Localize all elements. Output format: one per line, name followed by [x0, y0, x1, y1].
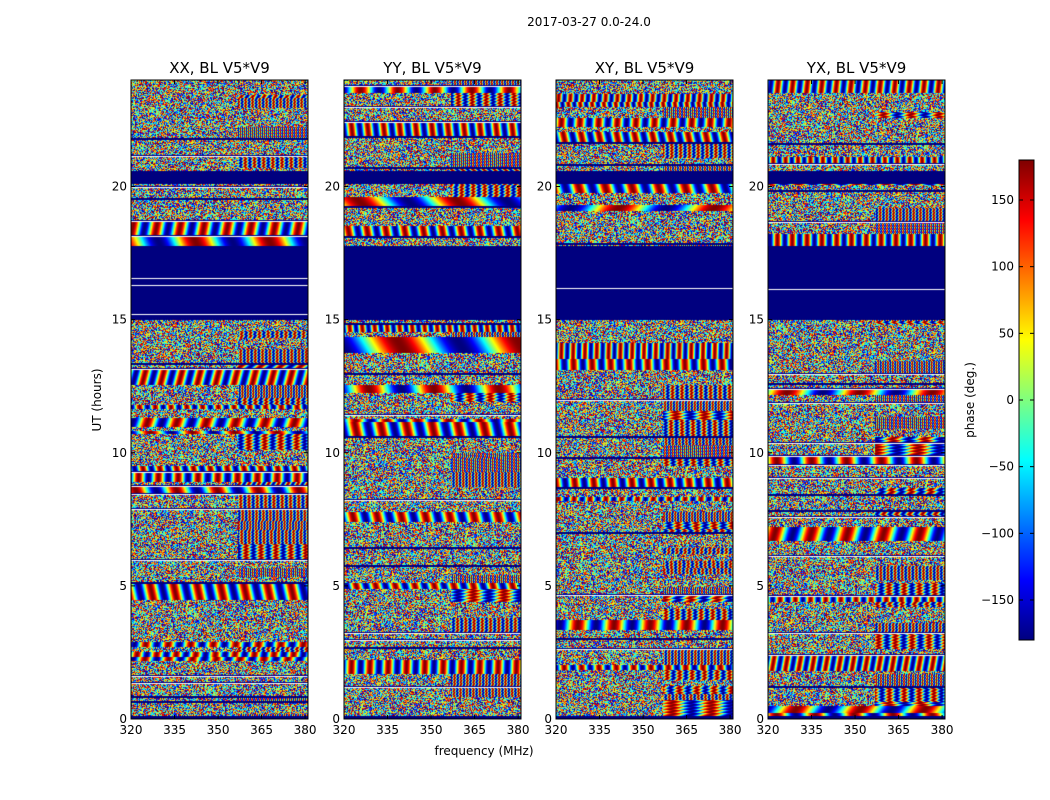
x-tick-label: 380	[294, 723, 317, 737]
colorbar-tick-label: 150	[991, 193, 1014, 207]
x-tick-label: 380	[931, 723, 954, 737]
y-tick-label: 15	[749, 313, 764, 327]
x-tick-label: 335	[800, 723, 823, 737]
x-tick-label: 365	[250, 723, 273, 737]
panel-frame	[343, 79, 522, 720]
panel-frame	[555, 79, 734, 720]
panel-frame	[767, 79, 946, 720]
phase-heatmap	[344, 80, 521, 719]
y-tick-label: 10	[112, 446, 127, 460]
y-tick-label: 20	[112, 180, 127, 194]
panel-frame	[130, 79, 309, 720]
x-tick-label: 335	[376, 723, 399, 737]
colorbar-tick-label: 100	[991, 260, 1014, 274]
panel: XY, BL V5*V9 320 335 350 365 380 0 5 10 15 20	[537, 59, 742, 737]
panel-title: XY, BL V5*V9	[595, 59, 695, 77]
x-tick-label: 350	[207, 723, 230, 737]
y-tick-label: 15	[325, 313, 340, 327]
phase-heatmap	[131, 80, 308, 719]
y-tick-label: 10	[749, 446, 764, 460]
x-tick-label: 320	[120, 723, 143, 737]
colorbar: 150 100 50 0 −50 −100 −150	[981, 159, 1035, 641]
panel-title: YX, BL V5*V9	[806, 59, 907, 77]
y-tick-label: 10	[325, 446, 340, 460]
colorbar-tick-label: −150	[981, 593, 1014, 607]
y-tick-label: 0	[544, 712, 552, 726]
panel-title: YY, BL V5*V9	[382, 59, 481, 77]
x-tick-label: 350	[844, 723, 867, 737]
y-tick-label: 0	[756, 712, 764, 726]
y-tick-label: 5	[119, 579, 127, 593]
y-tick-label: 5	[332, 579, 340, 593]
colorbar-tick-label: −50	[989, 460, 1014, 474]
x-tick-label: 350	[420, 723, 443, 737]
y-axis-label: UT (hours)	[90, 368, 104, 431]
x-tick-label: 335	[588, 723, 611, 737]
x-tick-label: 350	[632, 723, 655, 737]
x-tick-label: 380	[507, 723, 530, 737]
phase-heatmap	[556, 80, 733, 719]
y-tick-label: 20	[537, 180, 552, 194]
y-tick-label: 0	[119, 712, 127, 726]
x-tick-label: 365	[675, 723, 698, 737]
colorbar-tick-label: −100	[981, 526, 1014, 540]
y-tick-label: 5	[544, 579, 552, 593]
x-axis-label: frequency (MHz)	[434, 744, 533, 758]
colorbar-tick-label: 50	[999, 326, 1014, 340]
y-tick-label: 15	[112, 313, 127, 327]
panel: YY, BL V5*V9 320 335 350 365 380 0 5 10 15 20	[325, 59, 530, 737]
y-tick-label: 15	[537, 313, 552, 327]
x-tick-label: 320	[545, 723, 568, 737]
x-tick-label: 320	[757, 723, 780, 737]
x-tick-label: 365	[463, 723, 486, 737]
y-tick-label: 20	[749, 180, 764, 194]
figure-title: 2017-03-27 0.0-24.0	[527, 15, 651, 29]
phase-heatmap	[768, 80, 945, 719]
panel: XX, BL V5*V9 320 335 350 365 380 0 5 10 15 20	[112, 59, 317, 737]
panel: YX, BL V5*V9 320 335 350 365 380 0 5 10 15 20	[749, 59, 954, 737]
y-tick-label: 0	[332, 712, 340, 726]
panel-title: XX, BL V5*V9	[169, 59, 270, 77]
colorbar-label: phase (deg.)	[963, 362, 977, 438]
y-tick-label: 10	[537, 446, 552, 460]
x-tick-label: 335	[163, 723, 186, 737]
x-tick-label: 320	[333, 723, 356, 737]
y-tick-label: 5	[756, 579, 764, 593]
x-tick-label: 380	[719, 723, 742, 737]
y-tick-label: 20	[325, 180, 340, 194]
x-tick-label: 365	[887, 723, 910, 737]
colorbar-tick-label: 0	[1006, 393, 1014, 407]
